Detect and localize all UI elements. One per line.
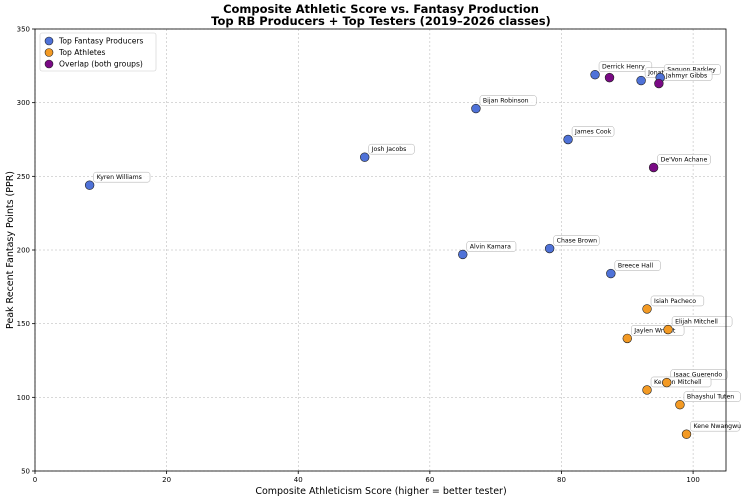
data-point (604, 72, 615, 83)
legend: Top Fantasy Producers Top Athletes Overlap… (39, 32, 157, 72)
x-tick-label: 80 (557, 476, 566, 484)
point-label-text: Jaylen Wright (633, 327, 676, 334)
point-label-text: Kene Nwangwu (694, 423, 742, 430)
legend-marker (44, 59, 54, 69)
y-tick-label: 350 (17, 26, 30, 34)
point-label-text: Alvin Kamara (470, 243, 511, 250)
point-label-box (368, 143, 415, 155)
point-label-text: De'Von Achane (661, 156, 708, 163)
data-points (84, 69, 692, 439)
data-point (360, 152, 370, 162)
point-label-text: Keaton Mitchell (654, 379, 702, 386)
point-label-text: Isaac Guerendo (674, 372, 723, 379)
point-label: James Cook (571, 126, 615, 137)
point-label: Bijan Robinson (479, 95, 537, 106)
data-point (606, 268, 616, 279)
point-label-text: Jahmyr Gibbs (665, 73, 707, 80)
data-point (471, 103, 481, 114)
point-label-text: James Cook (574, 129, 612, 136)
point-label-box (571, 126, 615, 137)
point-label-box (479, 95, 537, 106)
point-label-text: Bhayshul Tuten (687, 394, 734, 401)
legend-marker (44, 48, 54, 57)
point-label-box (553, 235, 600, 246)
data-point (563, 134, 573, 145)
point-label-box (657, 154, 711, 165)
chart-title: Composite Athletic Score vs. Fantasy Pro… (223, 2, 539, 16)
data-point (636, 75, 646, 86)
data-point (642, 304, 652, 314)
x-tick-label: 60 (425, 476, 434, 484)
data-point (458, 249, 468, 260)
legend-label: Overlap (both groups) (59, 60, 143, 69)
point-label: Kyren Williams (93, 171, 151, 183)
x-tick-label: 0 (33, 476, 37, 484)
legend-label: Top Athletes (58, 48, 106, 57)
x-axis-label: Composite Athleticism Score (higher = be… (255, 486, 506, 497)
x-tick-label: 100 (686, 476, 699, 484)
data-point (648, 162, 659, 173)
y-axis-label: Peak Recent Fantasy Points (PPR) (5, 171, 16, 329)
legend-label: Top Fantasy Producers (58, 37, 144, 46)
point-label-text: Breece Hall (618, 263, 654, 270)
grid (34, 28, 726, 472)
point-label-box (93, 171, 151, 183)
data-point (662, 377, 672, 388)
x-tick-label: 40 (294, 476, 303, 484)
data-point (622, 333, 632, 344)
point-labels: Kyren Williams Josh Jacobs Bijan Robinson J… (93, 61, 742, 432)
point-label-text: Elijah Mitchell (675, 319, 718, 326)
point-label-box (614, 260, 661, 271)
point-label: Jaylen Wright (631, 325, 685, 336)
y-tick-label: 300 (17, 99, 30, 107)
point-label: Derrick Henry (598, 61, 653, 72)
data-point (654, 78, 664, 89)
point-label: Breece Hall (614, 260, 661, 271)
point-label-box (598, 61, 653, 72)
point-label: Alvin Kamara (466, 241, 517, 252)
point-label: Bhayshul Tuten (683, 391, 741, 402)
chart-subtitle: Top RB Producers + Top Testers (2019–202… (211, 14, 551, 28)
point-label: Josh Jacobs (368, 143, 415, 155)
point-label: Keaton Mitchell (650, 376, 712, 388)
data-point (681, 429, 692, 439)
point-label: Isiah Pacheco (650, 295, 705, 307)
point-label: Kene Nwangwu (690, 420, 742, 432)
y-tick-label: 50 (21, 468, 30, 476)
point-label: Elijah Mitchell (671, 316, 733, 327)
legend-marker (44, 36, 54, 46)
point-label-box (650, 295, 705, 307)
data-point (590, 69, 600, 80)
point-label: Jahmyr Gibbs (662, 70, 713, 81)
point-label-text: Kyren Williams (97, 174, 142, 181)
data-point (544, 243, 555, 254)
point-label-box (671, 316, 733, 327)
y-tick-label: 150 (17, 320, 30, 328)
y-tick-label: 250 (17, 173, 30, 181)
data-point (675, 400, 685, 410)
data-point (84, 180, 95, 190)
axis-ticks: 0 20 40 60 80 100 50 100 150 200 250 300 350 (17, 26, 700, 485)
point-label-text: Josh Jacobs (371, 146, 407, 153)
data-point (663, 324, 673, 335)
plot-frame (34, 28, 727, 472)
y-tick-label: 200 (17, 247, 30, 255)
point-label-text: Derrick Henry (602, 64, 645, 71)
point-label-text: Saquon Barkley (667, 67, 716, 74)
x-tick-label: 20 (162, 476, 171, 484)
data-point (642, 385, 652, 395)
point-label-box (690, 420, 740, 432)
point-label-text: Bijan Robinson (483, 98, 529, 105)
point-label: De'Von Achane (657, 154, 711, 165)
y-tick-label: 100 (17, 394, 30, 402)
point-label: Chase Brown (553, 235, 600, 246)
point-label-text: Chase Brown (557, 238, 598, 245)
point-label-text: Isiah Pacheco (654, 298, 696, 305)
point-label-box (466, 241, 517, 252)
legend-box (39, 32, 157, 72)
